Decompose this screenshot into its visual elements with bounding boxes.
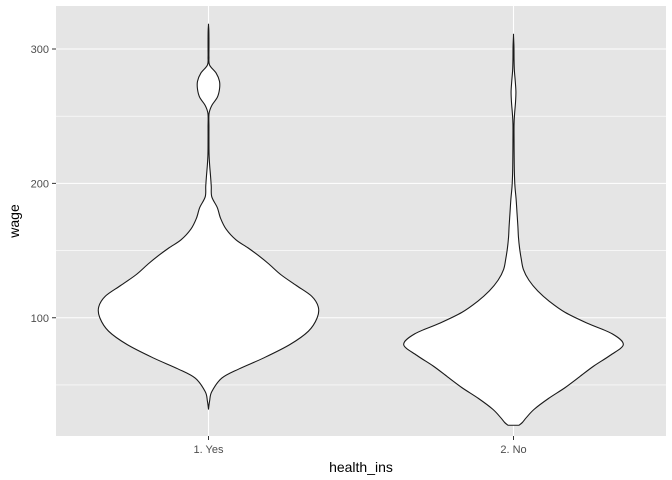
x-tick-label: 2. No <box>500 444 526 456</box>
y-tick-label: 200 <box>31 178 49 190</box>
x-axis-title: health_ins <box>329 459 393 475</box>
y-tick-label: 300 <box>31 44 49 56</box>
x-tick-label: 1. Yes <box>194 444 224 456</box>
axes: 100 200 300 1. Yes 2. No <box>31 44 527 456</box>
violin-1 <box>97 23 320 410</box>
y-axis-title: wage <box>6 204 22 239</box>
y-tick-label: 100 <box>31 313 49 325</box>
violins <box>97 23 624 426</box>
violin-2 <box>403 33 624 426</box>
